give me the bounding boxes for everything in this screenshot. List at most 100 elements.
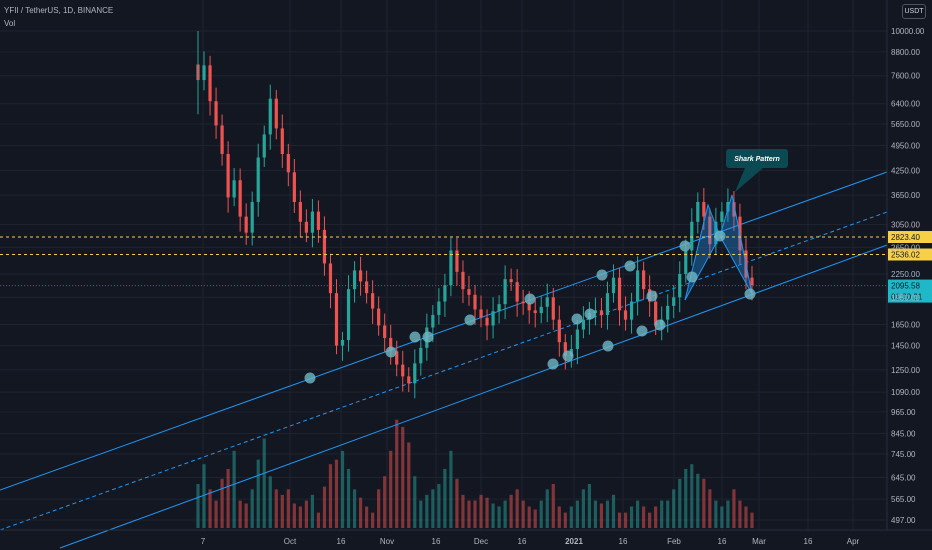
volume-bar	[334, 459, 339, 528]
currency-button[interactable]: USDT	[902, 4, 926, 19]
candle-body	[401, 364, 405, 377]
candle-body	[346, 289, 351, 341]
time-tick-label: Nov	[380, 537, 394, 546]
volume-bar	[322, 486, 327, 528]
volume-bar	[431, 489, 435, 528]
time-tick-label: 16	[432, 537, 441, 546]
candle-body	[238, 180, 242, 217]
volume-bar	[702, 478, 706, 528]
volume-bar	[208, 489, 212, 528]
candle-body	[666, 305, 670, 320]
candle-body	[232, 180, 236, 198]
price-tick-label: 645.00	[891, 474, 916, 483]
volume-bars	[196, 419, 754, 528]
candle-body	[274, 98, 278, 129]
candle-body	[521, 301, 525, 304]
time-tick-label: 7	[201, 537, 206, 546]
price-tick-label: 6400.00	[891, 100, 920, 109]
touch-markers	[304, 230, 756, 384]
candle-body	[455, 250, 459, 272]
price-tick-label: 7600.00	[891, 72, 920, 81]
candle-body	[509, 279, 513, 283]
price-level-tag	[888, 231, 932, 244]
volume-bar	[533, 509, 537, 528]
candle-body	[539, 306, 543, 314]
candle-body	[467, 289, 471, 295]
touch-marker	[646, 290, 658, 302]
candle-body	[214, 101, 218, 126]
candle-body	[244, 216, 248, 233]
price-levels: 2823.40 2536.02 2095.58 01:20:21	[0, 231, 932, 303]
candle-body	[202, 65, 206, 81]
volume-bar	[563, 512, 567, 528]
touch-marker	[422, 331, 434, 343]
touch-marker	[654, 319, 666, 331]
candle-body	[389, 337, 393, 352]
volume-bar	[274, 489, 278, 528]
volume-bar	[461, 494, 465, 528]
touch-marker	[602, 340, 614, 352]
volume-bar	[575, 500, 579, 528]
volume-bar	[304, 500, 308, 528]
candle-body	[208, 65, 212, 102]
candle-body	[720, 211, 724, 222]
volume-bar	[660, 500, 664, 528]
price-tick-label: 1250.00	[891, 366, 920, 375]
candle-body	[316, 211, 321, 230]
volume-bar	[684, 468, 688, 528]
candle-body	[654, 301, 658, 326]
candle-body	[322, 229, 327, 264]
touch-marker	[562, 350, 574, 362]
volume-bar	[244, 503, 248, 528]
touch-marker	[744, 288, 756, 300]
volume-bar	[648, 512, 652, 528]
candle-body	[383, 325, 387, 338]
volume-bar	[371, 512, 375, 528]
volume-bar	[286, 489, 290, 528]
volume-bar	[485, 497, 489, 528]
candle-body	[702, 202, 706, 217]
candle-body	[527, 303, 531, 311]
shark-pattern-callout: Shark Pattern	[726, 149, 788, 192]
price-tick-label: 497.00	[891, 516, 916, 525]
volume-bar	[352, 489, 357, 528]
volume-bar	[365, 506, 369, 528]
price-tick-label: 1650.00	[891, 321, 920, 330]
touch-marker	[624, 260, 636, 272]
time-tick-label: 16	[518, 537, 527, 546]
time-tick-label: 2021	[565, 537, 583, 546]
last-price-tag	[888, 279, 932, 303]
volume-bar	[389, 450, 393, 528]
time-tick-label: Mar	[752, 537, 766, 546]
candle-body	[340, 340, 345, 346]
candle-body	[563, 342, 567, 357]
time-tick-label: Apr	[847, 537, 860, 546]
candle-body	[672, 297, 676, 306]
volume-bar	[262, 438, 266, 528]
time-tick-label: Feb	[667, 537, 681, 546]
candle-body	[750, 277, 754, 286]
countdown-value: 01:20:21	[891, 293, 923, 302]
candle-body	[726, 202, 730, 212]
candle-body	[599, 310, 604, 315]
volume-bar	[497, 506, 501, 528]
candle-body	[533, 310, 537, 314]
candle-body	[515, 282, 519, 302]
volume-bar	[527, 506, 531, 528]
price-tick-label: 3050.00	[891, 220, 920, 229]
touch-marker	[524, 293, 536, 305]
volume-bar	[593, 500, 598, 528]
volume-bar	[346, 468, 351, 528]
candle-body	[286, 153, 290, 173]
price-tick-label: 1450.00	[891, 342, 920, 351]
price-tick-label: 4950.00	[891, 142, 920, 151]
price-level-tag	[888, 248, 932, 261]
volume-bar	[738, 500, 742, 528]
volume-bar	[449, 450, 453, 528]
touch-marker	[679, 240, 691, 252]
price-tick-label: 2650.00	[891, 243, 920, 252]
candle-body	[545, 297, 549, 307]
volume-bar	[407, 442, 411, 528]
volume-bar	[479, 494, 483, 528]
